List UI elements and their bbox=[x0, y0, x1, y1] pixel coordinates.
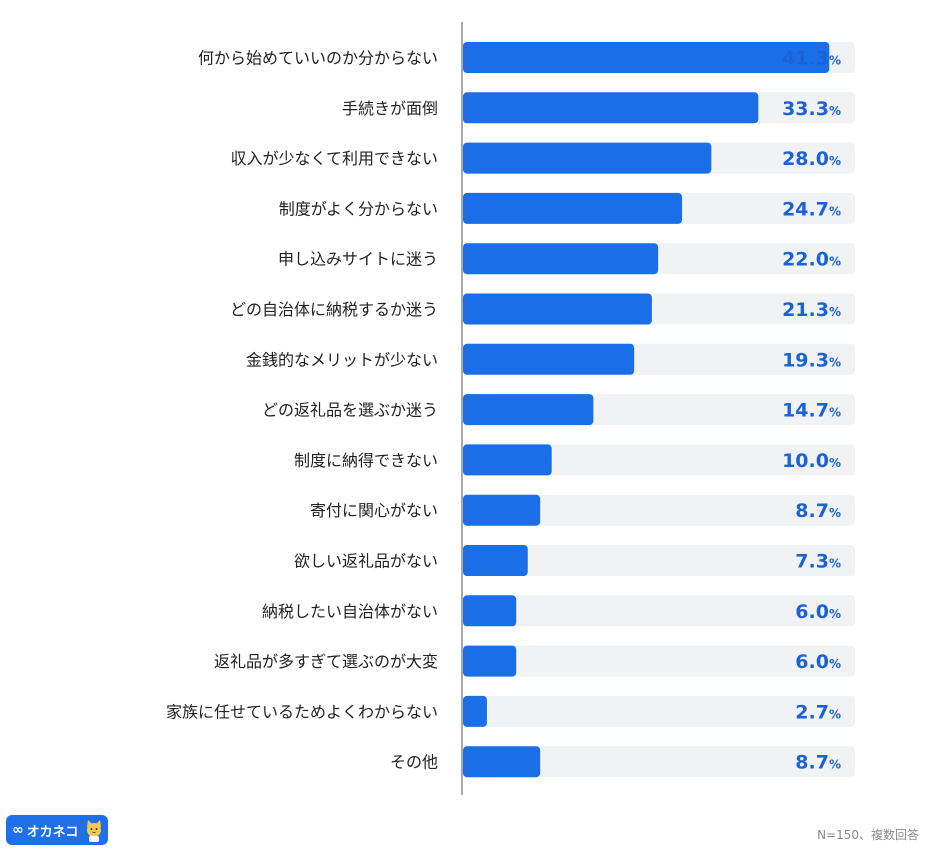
value-label: 33.3% bbox=[782, 98, 841, 120]
sample-note: N=150、複数回答 bbox=[817, 828, 919, 842]
value-label: 6.0% bbox=[795, 601, 841, 623]
bar bbox=[463, 293, 652, 325]
category-label: 何から始めていいのか分からない bbox=[198, 49, 438, 68]
category-label: 返礼品が多すぎて選ぶのが大変 bbox=[214, 652, 438, 671]
value-label: 21.3% bbox=[782, 299, 841, 321]
bar-track bbox=[463, 746, 855, 778]
bar bbox=[463, 394, 594, 426]
bar bbox=[463, 92, 759, 124]
bar-track bbox=[463, 444, 855, 476]
value-label: 28.0% bbox=[782, 148, 841, 170]
bar bbox=[463, 645, 517, 677]
bar bbox=[463, 343, 635, 375]
category-label: その他 bbox=[390, 753, 438, 772]
bar bbox=[463, 695, 487, 727]
category-label: どの自治体に納税するか迷う bbox=[230, 300, 438, 319]
bar bbox=[463, 494, 541, 526]
category-label: 欲しい返礼品がない bbox=[294, 552, 438, 571]
value-label: 14.7% bbox=[782, 400, 841, 422]
bar bbox=[463, 444, 552, 476]
value-label: 24.7% bbox=[782, 198, 841, 220]
bars bbox=[463, 42, 830, 778]
category-labels: 何から始めていいのか分からない手続きが面倒収入が少なくて利用できない制度がよく分… bbox=[166, 49, 438, 772]
value-label: 7.3% bbox=[795, 551, 841, 573]
bar bbox=[463, 545, 528, 576]
value-label: 2.7% bbox=[795, 701, 841, 723]
value-label: 6.0% bbox=[795, 651, 841, 673]
value-label: 8.7% bbox=[795, 752, 841, 774]
category-label: 手続きが面倒 bbox=[342, 99, 438, 118]
category-label: 制度がよく分からない bbox=[279, 199, 438, 218]
bar bbox=[463, 42, 830, 73]
value-labels: 41.3% 33.3% 28.0% 24.7% 22.0% 21.3% 19.3% 14.7%… bbox=[782, 48, 841, 774]
category-label: 納税したい自治体がない bbox=[262, 602, 438, 621]
value-label: 22.0% bbox=[782, 249, 841, 271]
bar bbox=[463, 192, 683, 224]
bar-chart: 何から始めていいのか分からない手続きが面倒収入が少なくて利用できない制度がよく分… bbox=[166, 22, 855, 795]
cat-mascot-icon bbox=[87, 820, 101, 842]
value-label: 8.7% bbox=[795, 500, 841, 522]
category-label: どの返礼品を選ぶか迷う bbox=[262, 401, 438, 420]
bar bbox=[463, 746, 541, 778]
category-label: 制度に納得できない bbox=[294, 451, 438, 470]
bar bbox=[463, 595, 517, 627]
bar bbox=[463, 142, 712, 174]
category-label: 金銭的なメリットが少ない bbox=[246, 350, 438, 369]
bar-track bbox=[463, 695, 855, 727]
category-label: 収入が少なくて利用できない bbox=[230, 149, 438, 168]
bar bbox=[463, 243, 659, 275]
category-label: 寄付に関心がない bbox=[310, 501, 438, 520]
value-label: 41.3% bbox=[782, 48, 841, 70]
logo-text: オカネコ bbox=[26, 824, 79, 840]
infinity-icon: ∞ bbox=[12, 822, 24, 838]
value-label: 19.3% bbox=[782, 349, 841, 371]
bar-track bbox=[463, 494, 855, 526]
category-label: 家族に任せているためよくわからない bbox=[166, 702, 438, 721]
bar-track bbox=[463, 545, 855, 576]
bar-track bbox=[463, 595, 855, 627]
bar-track bbox=[463, 645, 855, 677]
value-label: 10.0% bbox=[782, 450, 841, 472]
category-label: 申し込みサイトに迷う bbox=[278, 250, 438, 269]
okaneko-logo: ∞ オカネコ bbox=[6, 815, 108, 845]
